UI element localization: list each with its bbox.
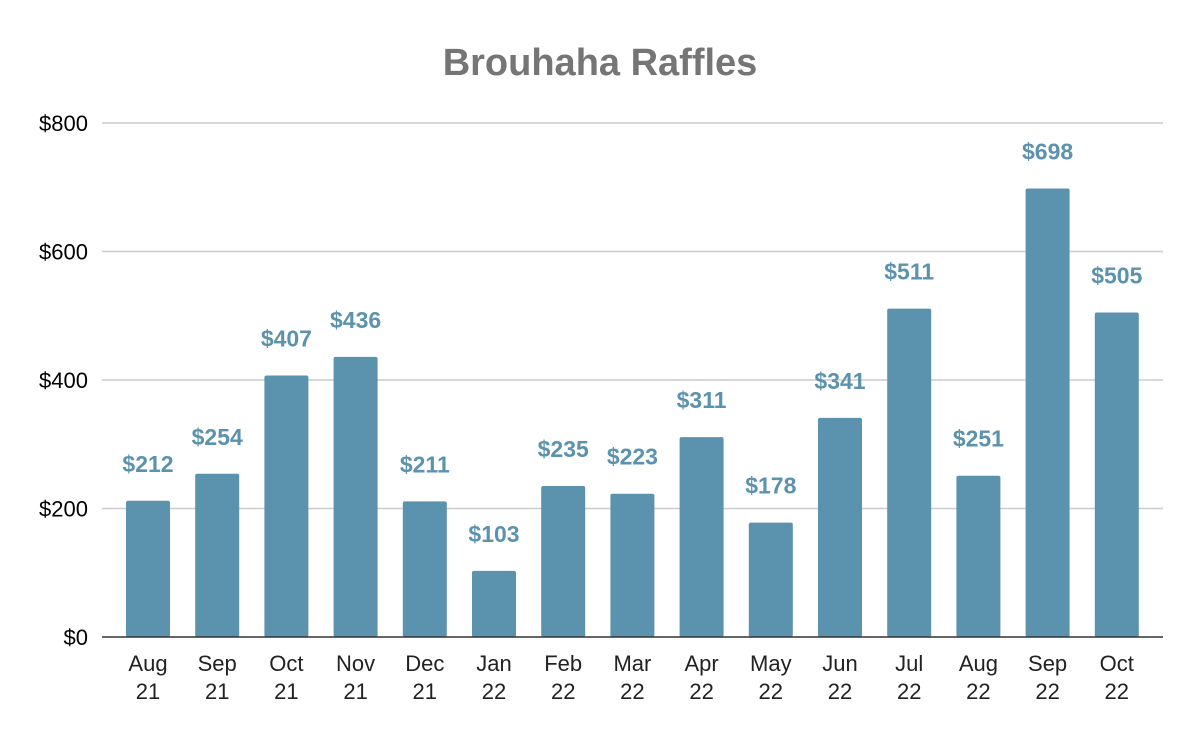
x-tick-label-month: May bbox=[750, 651, 792, 676]
x-tick-label-year: 22 bbox=[966, 679, 990, 704]
y-tick-label: $800 bbox=[39, 111, 88, 136]
data-label: $251 bbox=[953, 426, 1004, 452]
x-tick-label-month: Dec bbox=[405, 651, 444, 676]
bars bbox=[126, 188, 1139, 637]
data-label: $235 bbox=[538, 436, 589, 462]
x-tick-label-year: 21 bbox=[205, 679, 229, 704]
x-tick-label-month: Feb bbox=[544, 651, 582, 676]
data-labels: $212 $254 $407 $436 $211 $103 $235 $223 $311 $178… bbox=[122, 139, 1142, 547]
bar bbox=[748, 522, 793, 637]
x-tick-label-month: Aug bbox=[959, 651, 998, 676]
x-tick-label-month: Jul bbox=[895, 651, 923, 676]
x-tick-label-month: Oct bbox=[1100, 651, 1134, 676]
x-tick-label-year: 21 bbox=[413, 679, 437, 704]
bar bbox=[1025, 188, 1070, 637]
x-tick-label-year: 22 bbox=[620, 679, 644, 704]
data-label: $511 bbox=[884, 259, 934, 285]
y-tick-label: $0 bbox=[64, 625, 88, 650]
data-label: $505 bbox=[1091, 263, 1142, 289]
y-tick-label: $600 bbox=[39, 240, 88, 265]
data-label: $212 bbox=[122, 451, 173, 477]
y-tick-label: $400 bbox=[39, 368, 88, 393]
x-tick-label-year: 22 bbox=[759, 679, 783, 704]
x-tick-label-month: Mar bbox=[613, 651, 651, 676]
chart-title: Brouhaha Raffles bbox=[443, 42, 758, 84]
x-tick-label-year: 22 bbox=[689, 679, 713, 704]
data-label: $254 bbox=[192, 424, 243, 450]
y-axis-ticks: $0 $200 $400 $600 $800 bbox=[39, 111, 88, 650]
bar bbox=[610, 493, 655, 637]
x-tick-label-month: Jan bbox=[476, 651, 511, 676]
bar bbox=[1094, 312, 1139, 637]
x-axis-ticks: Aug 21 Sep 21 Oct 21 Nov 21 Dec 21 Jan 22 Feb 22 Mar 22… bbox=[128, 651, 1133, 704]
bar bbox=[126, 500, 170, 637]
x-tick-label-year: 22 bbox=[1105, 679, 1129, 704]
bar bbox=[887, 308, 932, 637]
bar bbox=[195, 473, 240, 637]
bar bbox=[818, 417, 862, 637]
bar bbox=[956, 475, 1001, 637]
data-label: $178 bbox=[745, 473, 796, 499]
data-label: $341 bbox=[814, 368, 865, 394]
x-tick-label-year: 22 bbox=[551, 679, 575, 704]
data-label: $311 bbox=[677, 387, 727, 413]
data-label: $211 bbox=[400, 451, 450, 477]
data-label: $223 bbox=[607, 444, 658, 470]
bar bbox=[541, 486, 586, 637]
x-tick-label-month: Sep bbox=[198, 651, 237, 676]
bar bbox=[402, 501, 447, 637]
bar bbox=[333, 356, 378, 637]
x-tick-label-year: 22 bbox=[1035, 679, 1059, 704]
x-tick-label-month: Nov bbox=[336, 651, 375, 676]
x-tick-label-year: 21 bbox=[136, 679, 160, 704]
x-tick-label-year: 22 bbox=[828, 679, 852, 704]
bar bbox=[472, 570, 516, 637]
x-tick-label-year: 22 bbox=[482, 679, 506, 704]
data-label: $103 bbox=[468, 521, 519, 547]
x-tick-label-year: 22 bbox=[897, 679, 921, 704]
x-tick-label-year: 21 bbox=[274, 679, 298, 704]
data-label: $407 bbox=[261, 326, 312, 352]
x-tick-label-month: Sep bbox=[1028, 651, 1067, 676]
x-tick-label-month: Aug bbox=[128, 651, 167, 676]
x-tick-label-year: 21 bbox=[343, 679, 367, 704]
x-tick-label-month: Oct bbox=[269, 651, 303, 676]
y-tick-label: $200 bbox=[39, 497, 88, 522]
bar bbox=[264, 375, 309, 637]
data-label: $436 bbox=[330, 307, 381, 333]
data-label: $698 bbox=[1022, 139, 1073, 165]
x-tick-label-month: Apr bbox=[684, 651, 718, 676]
x-tick-label-month: Jun bbox=[822, 651, 857, 676]
bar bbox=[679, 437, 724, 637]
